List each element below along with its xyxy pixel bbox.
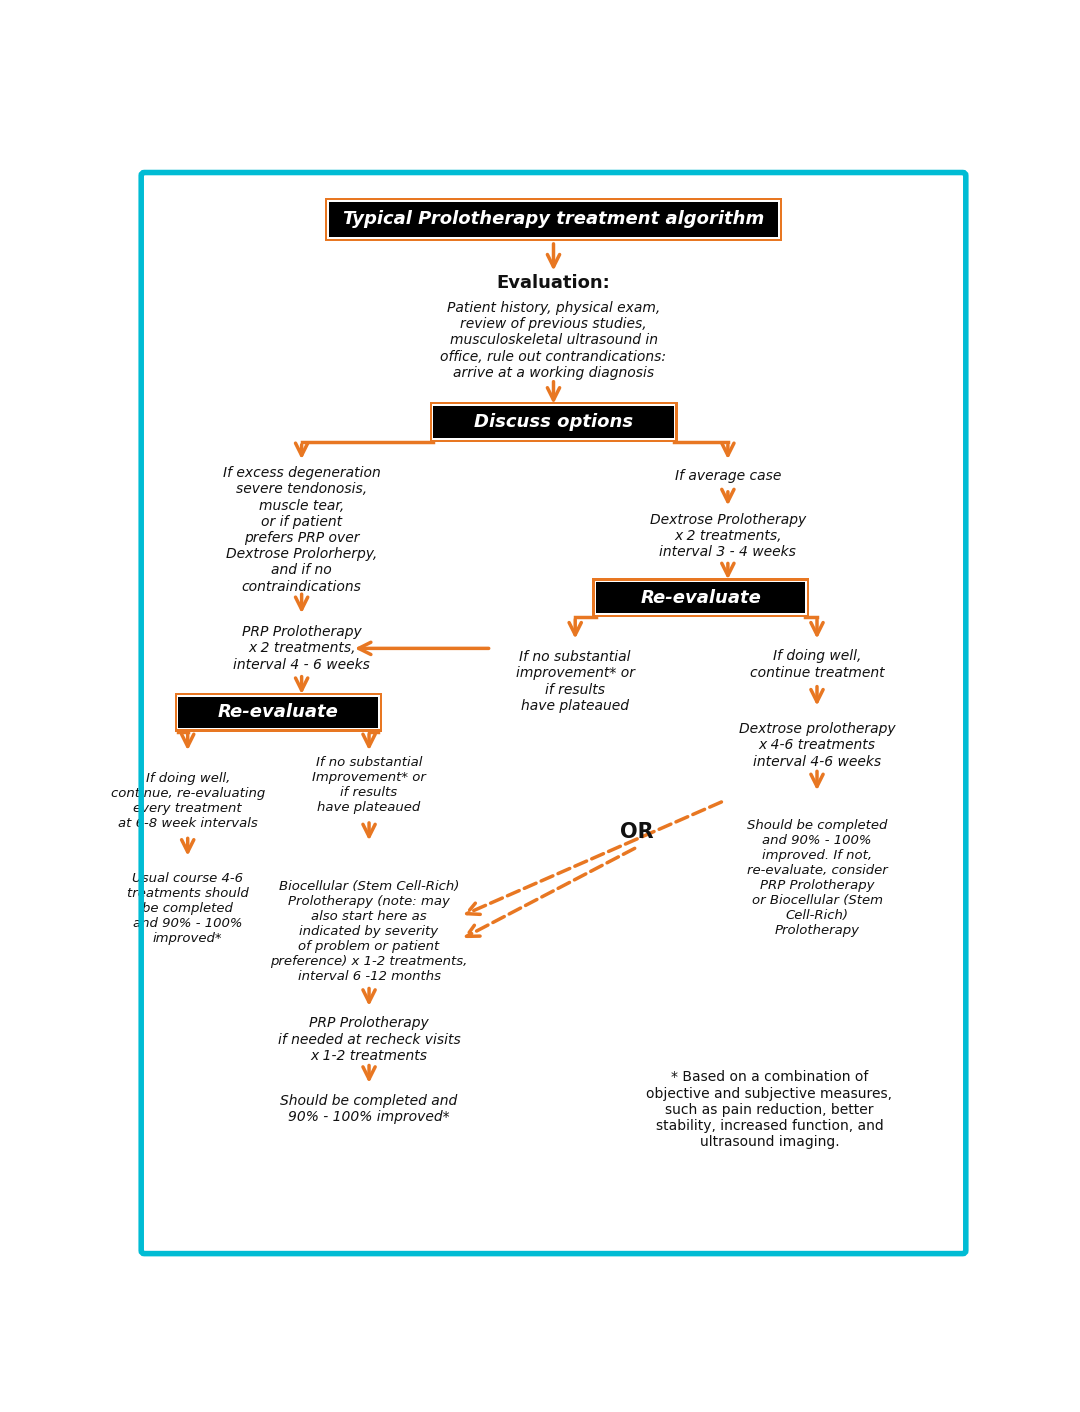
FancyBboxPatch shape [433,405,674,438]
Text: If average case: If average case [675,469,781,483]
FancyBboxPatch shape [177,695,380,729]
Text: If no substantial
improvement* or
if results
have plateaued: If no substantial improvement* or if res… [516,650,635,713]
Text: If doing well,
continue treatment: If doing well, continue treatment [750,650,885,679]
FancyBboxPatch shape [430,402,677,442]
FancyBboxPatch shape [175,693,382,731]
FancyBboxPatch shape [327,201,780,239]
Text: Dextrose prolotherapy
x 4-6 treatments
interval 4-6 weeks: Dextrose prolotherapy x 4-6 treatments i… [739,722,895,768]
Text: Dextrose Prolotherapy
x 2 treatments,
interval 3 - 4 weeks: Dextrose Prolotherapy x 2 treatments, in… [650,513,806,559]
FancyBboxPatch shape [178,698,378,727]
Text: OR: OR [620,822,654,842]
Text: Usual course 4-6
treatments should
be completed
and 90% - 100%
improved*: Usual course 4-6 treatments should be co… [126,873,248,945]
FancyBboxPatch shape [592,579,809,617]
FancyBboxPatch shape [325,198,782,241]
Text: PRP Prolotherapy
x 2 treatments,
interval 4 - 6 weeks: PRP Prolotherapy x 2 treatments, interva… [233,626,370,672]
FancyBboxPatch shape [432,404,675,439]
FancyBboxPatch shape [328,202,779,237]
Text: If excess degeneration
severe tendonosis,
muscle tear,
or if patient
prefers PRP: If excess degeneration severe tendonosis… [222,466,380,593]
Text: Re-evaluate: Re-evaluate [640,589,761,607]
Text: Should be completed
and 90% - 100%
improved. If not,
re-evaluate, consider
PRP P: Should be completed and 90% - 100% impro… [746,819,888,936]
Text: If doing well,
continue, re-evaluating
every treatment
at 6-8 week intervals: If doing well, continue, re-evaluating e… [110,772,265,830]
FancyBboxPatch shape [595,580,807,614]
FancyBboxPatch shape [596,582,806,613]
Text: Should be completed and
90% - 100% improved*: Should be completed and 90% - 100% impro… [281,1094,458,1124]
Text: Biocellular (Stem Cell-Rich)
Prolotherapy (note: may
also start here as
indicate: Biocellular (Stem Cell-Rich) Prolotherap… [270,880,468,983]
Text: * Based on a combination of
objective and subjective measures,
such as pain redu: * Based on a combination of objective an… [647,1070,892,1149]
Text: PRP Prolotherapy
if needed at recheck visits
x 1-2 treatments: PRP Prolotherapy if needed at recheck vi… [278,1017,460,1063]
Text: Re-evaluate: Re-evaluate [218,703,339,722]
Text: Patient history, physical exam,
review of previous studies,
musculoskeletal ultr: Patient history, physical exam, review o… [441,301,666,380]
Text: Typical Prolotherapy treatment algorithm: Typical Prolotherapy treatment algorithm [342,210,765,229]
Text: Evaluation:: Evaluation: [497,274,610,292]
Text: Discuss options: Discuss options [474,412,633,431]
Text: If no substantial
Improvement* or
if results
have plateaued: If no substantial Improvement* or if res… [312,757,426,815]
